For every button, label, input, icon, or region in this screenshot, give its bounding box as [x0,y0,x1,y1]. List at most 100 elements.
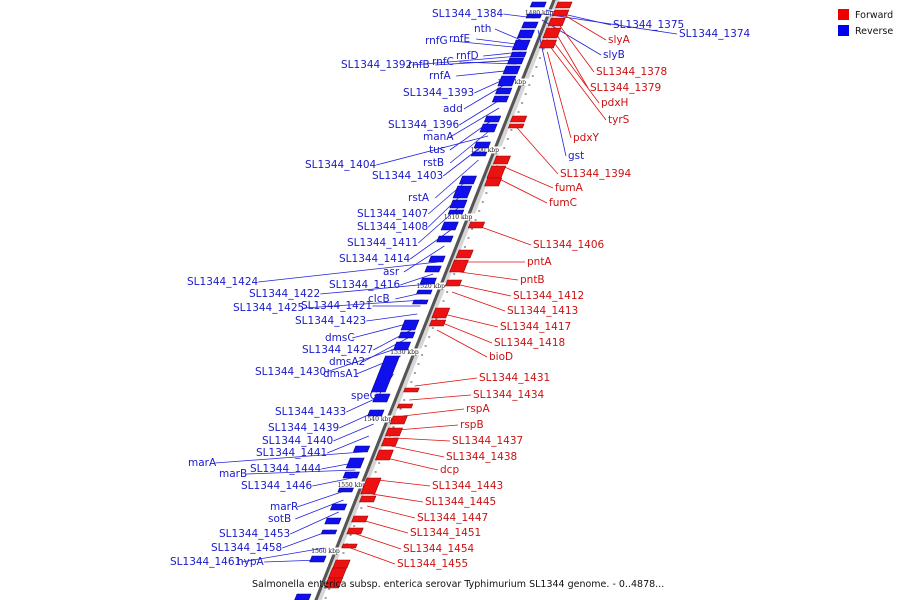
reverse-gene-label-37[interactable]: SL1344_1439 [268,422,339,434]
reverse-gene-label-11[interactable]: SL1344_1396 [388,119,460,131]
forward-gene-feature[interactable] [431,307,451,319]
reverse-gene-label-4[interactable]: rnfD [456,50,479,62]
forward-gene-feature[interactable] [396,403,414,409]
reverse-gene-label-49[interactable]: hypA [237,556,265,568]
forward-gene-label-20[interactable]: rspB [460,419,484,431]
forward-gene-feature[interactable] [389,415,408,425]
forward-gene-label-13[interactable]: SL1344_1413 [507,305,578,317]
forward-gene-label-4[interactable]: tyrS [608,114,630,126]
reverse-gene-label-30[interactable]: dmsC [325,332,355,344]
forward-gene-label-27[interactable]: SL1344_1451 [410,527,481,539]
forward-gene-feature[interactable] [374,449,394,461]
reverse-gene-label-45[interactable]: sotB [268,513,291,525]
forward-gene-label-21[interactable]: SL1344_1437 [452,435,523,447]
reverse-gene-label-21[interactable]: SL1344_1414 [339,253,411,265]
forward-gene-feature[interactable] [332,559,351,569]
reverse-gene-feature[interactable] [458,175,477,185]
reverse-gene-label-52[interactable]: slyB [603,49,625,61]
reverse-gene-feature[interactable] [483,115,502,123]
reverse-gene-feature[interactable] [452,185,473,199]
reverse-gene-label-28[interactable]: SL1344_1421 [301,300,372,312]
reverse-gene-feature[interactable] [521,21,539,29]
reverse-gene-feature[interactable] [345,457,365,469]
reverse-gene-feature[interactable] [516,29,535,39]
reverse-gene-label-3[interactable]: rnfG [425,35,448,47]
reverse-gene-feature[interactable] [398,331,416,339]
reverse-gene-feature[interactable] [529,1,547,8]
reverse-gene-feature[interactable] [393,341,412,351]
reverse-gene-label-0[interactable]: SL1344_1384 [432,8,504,20]
reverse-gene-label-14[interactable]: rstB [423,157,444,169]
reverse-gene-label-44[interactable]: marR [270,501,298,513]
forward-gene-feature[interactable] [360,477,382,495]
reverse-gene-feature[interactable] [495,87,513,95]
forward-gene-label-14[interactable]: SL1344_1417 [500,321,571,333]
forward-gene-feature[interactable] [492,155,511,165]
forward-gene-feature[interactable] [384,427,403,437]
reverse-gene-feature[interactable] [506,57,525,65]
reverse-gene-feature[interactable] [436,235,454,243]
reverse-gene-feature[interactable] [324,517,342,525]
forward-gene-label-26[interactable]: SL1344_1447 [417,512,488,524]
forward-gene-label-16[interactable]: bioD [489,351,513,363]
reverse-gene-label-19[interactable]: SL1344_1408 [357,221,428,233]
reverse-gene-feature[interactable] [424,265,442,273]
reverse-gene-feature[interactable] [491,95,510,103]
reverse-gene-label-22[interactable]: asr [383,266,400,278]
forward-gene-label-8[interactable]: fumC [549,197,577,209]
reverse-gene-label-53[interactable]: gst [568,150,584,162]
forward-gene-feature[interactable] [444,279,463,287]
reverse-gene-label-29[interactable]: SL1344_1423 [295,315,366,327]
reverse-gene-label-46[interactable]: SL1344_1453 [219,528,290,540]
forward-gene-feature[interactable] [359,495,377,503]
reverse-gene-feature[interactable] [320,529,338,535]
reverse-gene-feature[interactable] [511,39,531,51]
reverse-gene-feature[interactable] [294,593,312,600]
reverse-gene-feature[interactable] [400,319,420,331]
reverse-gene-feature[interactable] [372,393,391,403]
forward-gene-label-5[interactable]: pdxY [573,132,600,144]
forward-gene-feature[interactable] [380,437,399,447]
forward-gene-feature[interactable] [403,387,420,393]
reverse-gene-label-10[interactable]: add [443,103,463,115]
forward-gene-label-22[interactable]: SL1344_1438 [446,451,517,463]
reverse-gene-label-41[interactable]: SL1344_1444 [250,463,322,475]
reverse-gene-feature[interactable] [502,65,521,75]
reverse-gene-label-12[interactable]: manA [423,131,454,143]
reverse-gene-label-7[interactable]: rnfC [432,56,454,68]
reverse-gene-label-8[interactable]: rnfA [429,70,451,82]
forward-gene-feature[interactable] [341,543,358,549]
reverse-gene-label-51[interactable]: SL1344_1374 [679,28,751,40]
reverse-gene-label-2[interactable]: rnfE [449,33,470,45]
reverse-gene-label-48[interactable]: SL1344_1461 [170,556,241,568]
forward-gene-feature[interactable] [324,577,343,589]
forward-gene-label-3[interactable]: pdxH [601,97,628,109]
reverse-gene-label-47[interactable]: SL1344_1458 [211,542,282,554]
forward-gene-feature[interactable] [555,1,573,9]
reverse-gene-label-1[interactable]: nth [474,23,491,35]
reverse-gene-feature[interactable] [479,123,498,133]
reverse-gene-label-6[interactable]: rnfB [408,59,430,71]
reverse-gene-label-27[interactable]: SL1344_1425 [233,302,304,314]
reverse-gene-feature[interactable] [525,13,543,19]
reverse-gene-feature[interactable] [470,151,488,157]
reverse-gene-label-36[interactable]: SL1344_1433 [275,406,346,418]
forward-gene-label-29[interactable]: SL1344_1455 [397,558,468,570]
forward-gene-label-9[interactable]: SL1344_1406 [533,239,605,251]
reverse-gene-label-40[interactable]: marA [188,457,217,469]
reverse-gene-feature[interactable] [416,289,433,295]
reverse-gene-label-25[interactable]: SL1344_1422 [249,288,320,300]
reverse-gene-label-23[interactable]: SL1344_1424 [187,276,259,288]
reverse-gene-label-50[interactable]: SL1344_1375 [613,19,684,31]
reverse-gene-feature[interactable] [370,355,400,393]
reverse-gene-label-34[interactable]: dmsA1 [323,368,359,380]
forward-gene-label-0[interactable]: slyA [608,34,631,46]
forward-gene-label-2[interactable]: SL1344_1379 [590,82,661,94]
forward-gene-label-11[interactable]: pntB [520,274,545,286]
forward-gene-label-7[interactable]: fumA [555,182,584,194]
forward-gene-label-19[interactable]: rspA [466,403,490,415]
forward-gene-label-25[interactable]: SL1344_1445 [425,496,496,508]
reverse-gene-label-18[interactable]: SL1344_1407 [357,208,428,220]
forward-gene-label-12[interactable]: SL1344_1412 [513,290,584,302]
reverse-gene-label-43[interactable]: SL1344_1446 [241,480,313,492]
